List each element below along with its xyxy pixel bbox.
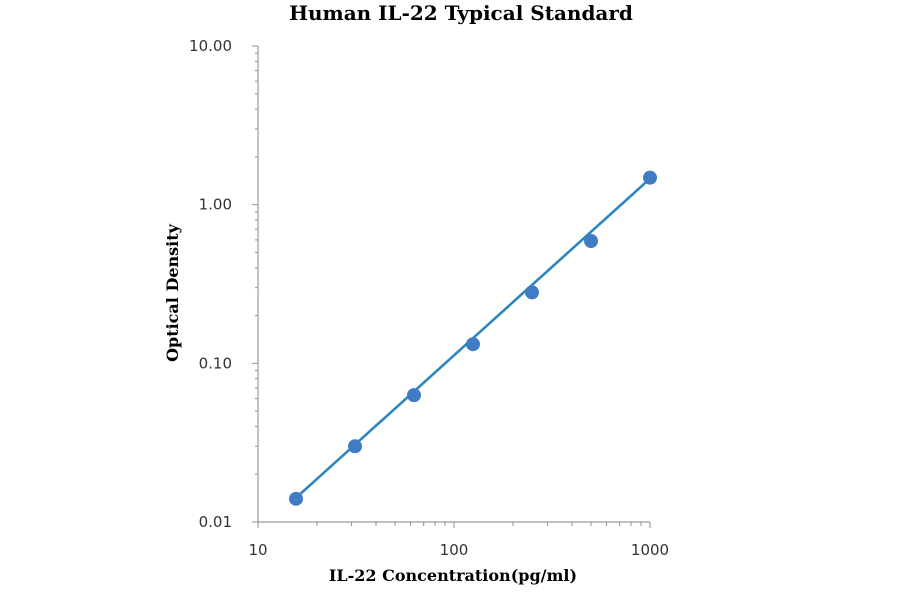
y-tick-label: 0.01 bbox=[199, 513, 232, 531]
data-point bbox=[347, 439, 362, 454]
y-tick-label: 0.10 bbox=[199, 354, 232, 372]
data-points-group bbox=[289, 170, 657, 506]
x-axis-title: IL-22 Concentration(pg/ml) bbox=[329, 566, 577, 585]
y-tick-label: 1.00 bbox=[199, 196, 232, 214]
data-point bbox=[406, 388, 421, 403]
x-tick-label: 100 bbox=[440, 541, 469, 559]
data-point bbox=[289, 491, 304, 506]
y-tick-label: 10.00 bbox=[189, 37, 232, 55]
chart-title: Human IL-22 Typical Standard bbox=[289, 1, 633, 25]
y-axis-title: Optical Density bbox=[163, 223, 182, 362]
x-tick-label: 1000 bbox=[631, 541, 669, 559]
data-point bbox=[583, 234, 598, 249]
x-tick-label: 10 bbox=[248, 541, 267, 559]
y-ticks-group: 0.01 0.10 1.00 10.00 bbox=[189, 37, 258, 531]
data-point bbox=[524, 285, 539, 300]
data-point bbox=[465, 337, 480, 352]
x-ticks-group: 10 100 1000 bbox=[248, 522, 669, 559]
data-point bbox=[643, 170, 657, 185]
